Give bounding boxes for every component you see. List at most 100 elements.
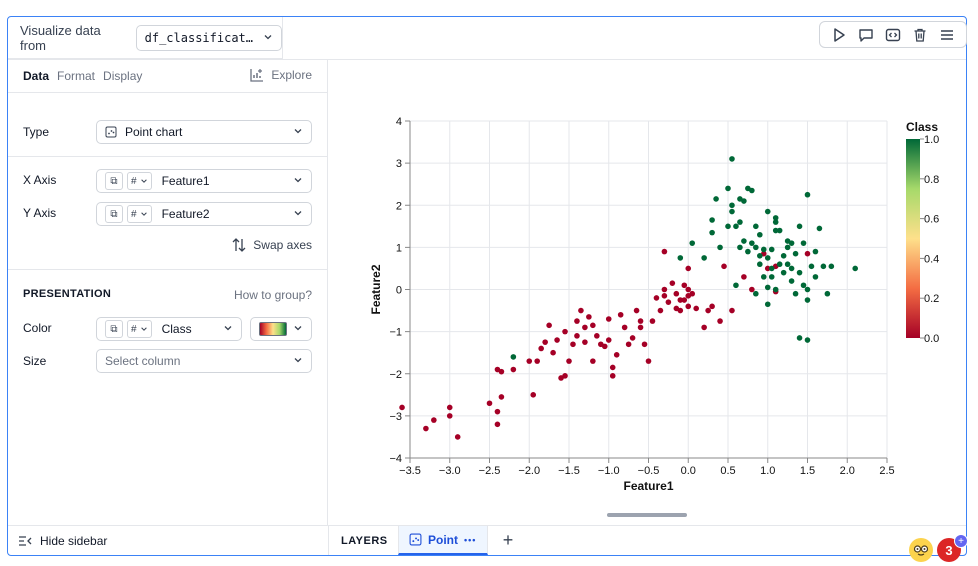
data-point (709, 217, 715, 223)
notification-badge[interactable]: 3 (937, 538, 961, 562)
data-point (677, 307, 684, 314)
layer-more-icon[interactable]: ••• (464, 534, 477, 545)
x-axis-value: Feature1 (161, 174, 210, 188)
data-point (792, 290, 799, 297)
data-point (625, 341, 632, 348)
data-point (749, 187, 755, 194)
size-column-select[interactable]: Select column (96, 349, 312, 373)
layers-label: LAYERS (341, 534, 388, 547)
data-point (764, 265, 771, 272)
data-point (772, 219, 779, 225)
x-tick-label: 0.0 (681, 465, 696, 477)
data-point (542, 339, 548, 345)
data-point (760, 246, 767, 253)
how-to-group-link[interactable]: How to group? (233, 288, 312, 302)
data-point (554, 337, 560, 343)
menu-icon[interactable] (936, 24, 958, 46)
data-point (784, 238, 791, 244)
data-point (733, 282, 739, 289)
data-point (613, 351, 620, 358)
x-tick-label: −0.5 (638, 465, 660, 477)
data-source-bar: Visualize data from df_classificat… (8, 17, 283, 59)
hide-sidebar-button[interactable]: Hide sidebar (18, 526, 107, 555)
color-value: Class (161, 322, 192, 336)
data-point (538, 345, 544, 352)
horizontal-scrollbar[interactable] (607, 513, 687, 517)
data-point (729, 307, 735, 314)
explore-button[interactable]: Explore (249, 67, 312, 83)
nerd-face-icon[interactable] (909, 538, 933, 562)
tab-display[interactable]: Display (103, 69, 143, 83)
data-point (454, 434, 461, 440)
tab-data[interactable]: Data (23, 69, 50, 83)
source-label: Visualize data from (20, 22, 101, 53)
data-point (661, 293, 668, 299)
data-point (689, 290, 696, 297)
data-point (764, 301, 771, 308)
data-point (486, 400, 493, 407)
layer-tab-point[interactable]: Point ••• (398, 526, 488, 555)
x-axis-type-chip[interactable]: # (127, 172, 152, 190)
data-point (804, 191, 811, 198)
data-point (446, 413, 453, 419)
data-point (741, 238, 747, 244)
dataframe-select[interactable]: df_classificat… (135, 24, 282, 51)
data-point (753, 223, 759, 230)
x-axis-select[interactable]: ⧉ # Feature1 (96, 169, 312, 193)
code-icon[interactable] (882, 24, 904, 46)
sidebar: Data Format Display Explore Type Point c… (8, 59, 328, 525)
scatter-chart[interactable]: −3.5 −3.0 −2.5 −2.0 −1.5 −1.0 −0.5 0.0 0.5 1.0 1.5… (329, 60, 966, 500)
y-axis-select[interactable]: ⧉ # Feature2 (96, 202, 312, 226)
color-column-select[interactable]: ⧉ # Class (96, 317, 242, 341)
data-point (633, 307, 640, 314)
data-point (768, 274, 775, 280)
data-point (609, 364, 616, 371)
data-point (812, 248, 819, 255)
y-tick-label: −2 (389, 369, 402, 381)
data-point (816, 225, 823, 232)
data-point (764, 208, 771, 215)
data-point (764, 284, 771, 291)
data-point (808, 263, 815, 270)
data-point (423, 425, 429, 432)
x-tick-label: −2.5 (479, 465, 501, 477)
add-layer-button[interactable]: + (502, 530, 514, 550)
x-axis-title: Feature1 (623, 479, 673, 493)
data-point (800, 282, 807, 289)
plus-icon: + (954, 534, 968, 548)
type-label: Type (23, 125, 50, 139)
data-point (578, 307, 584, 314)
data-point (725, 185, 731, 192)
chart-type-icon (105, 126, 117, 138)
data-point (792, 250, 799, 257)
chart-type-select[interactable]: Point chart (96, 120, 312, 144)
data-point (784, 261, 791, 268)
data-point (772, 227, 779, 234)
scatter-layer-icon (409, 533, 422, 546)
swap-axes-button[interactable]: Swap axes (231, 237, 312, 253)
data-point (609, 373, 616, 379)
x-tick-label: 0.5 (720, 465, 735, 477)
y-axis-type-chip[interactable]: # (127, 205, 152, 223)
data-point (530, 392, 537, 398)
tab-format[interactable]: Format (57, 69, 96, 83)
play-icon[interactable] (828, 24, 850, 46)
chevron-down-icon (293, 323, 303, 336)
comment-icon[interactable] (855, 24, 877, 46)
explore-icon (250, 69, 264, 82)
divider (328, 526, 329, 555)
data-point (764, 255, 771, 261)
data-point (804, 297, 811, 303)
data-point (784, 244, 791, 251)
data-point (693, 305, 699, 312)
color-scheme-select[interactable] (250, 317, 312, 341)
x-tick-label: −3.0 (439, 465, 461, 477)
color-type-chip[interactable]: # (127, 320, 152, 338)
y-tick-label: 1 (396, 242, 402, 254)
data-point (685, 265, 692, 272)
data-point (566, 358, 572, 364)
divider (8, 92, 327, 93)
data-point (796, 335, 803, 341)
trash-icon[interactable] (909, 24, 931, 46)
data-point (749, 286, 755, 293)
